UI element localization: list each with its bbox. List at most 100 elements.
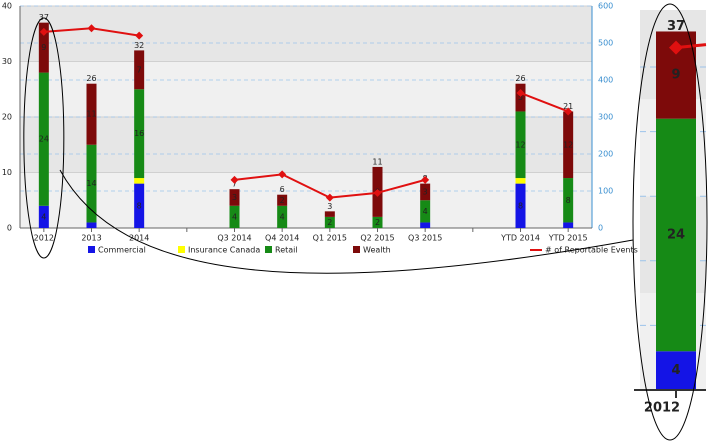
x-tick-label: YTD 2014 bbox=[500, 234, 540, 243]
bar-segment bbox=[515, 178, 526, 184]
legend-swatch bbox=[88, 246, 95, 253]
bar-segment bbox=[277, 205, 288, 228]
bar-segment bbox=[563, 222, 574, 228]
x-tick-label: 2013 bbox=[81, 234, 101, 243]
total-label: 21 bbox=[563, 102, 573, 111]
line-marker bbox=[325, 193, 334, 202]
bar-segment bbox=[324, 216, 335, 228]
segment-label: 8 bbox=[566, 196, 571, 205]
total-label: 26 bbox=[515, 74, 525, 83]
zoom-line-marker bbox=[669, 40, 683, 55]
y2-tick-label: 200 bbox=[598, 150, 613, 159]
segment-label: 4 bbox=[232, 212, 237, 221]
bar-segment bbox=[134, 178, 145, 184]
segment-label: 9 bbox=[41, 43, 46, 52]
bar-segment bbox=[420, 222, 431, 228]
zoom-connector bbox=[59, 169, 634, 274]
segment-label: 5 bbox=[518, 93, 523, 102]
bar-segment bbox=[324, 211, 335, 217]
legend-label: Retail bbox=[275, 246, 298, 255]
total-label: 11 bbox=[372, 157, 382, 166]
zoom-source-ellipse bbox=[23, 17, 65, 259]
total-label: 7 bbox=[232, 180, 237, 189]
segment-label: 8 bbox=[137, 201, 142, 210]
total-label: 6 bbox=[280, 185, 285, 194]
zoom-connector bbox=[44, 258, 636, 301]
segment-label: 3 bbox=[232, 193, 237, 202]
segment-label: 4 bbox=[423, 207, 428, 216]
segment-label: 8 bbox=[518, 201, 523, 210]
total-label: 32 bbox=[134, 41, 144, 50]
x-tick-label: Q2 2015 bbox=[360, 234, 394, 243]
bar-segment bbox=[563, 178, 574, 223]
line-marker bbox=[39, 27, 48, 36]
x-tick-label: Q4 2014 bbox=[265, 234, 299, 243]
bar-segment bbox=[563, 111, 574, 179]
bar-segment bbox=[515, 83, 526, 112]
x-tick-label: Q3 2015 bbox=[408, 234, 442, 243]
x-tick-label: 2012 bbox=[34, 234, 54, 243]
plot-band bbox=[20, 172, 592, 228]
line-marker bbox=[87, 24, 96, 33]
bar-segment bbox=[38, 205, 49, 228]
bar-segment bbox=[86, 83, 97, 145]
y-tick-label: 30 bbox=[2, 57, 12, 66]
x-tick-label: Q1 2015 bbox=[313, 234, 347, 243]
x-tick-label: YTD 2015 bbox=[548, 234, 588, 243]
bar-segment bbox=[86, 222, 97, 228]
segment-label: 14 bbox=[86, 179, 96, 188]
segment-label: 12 bbox=[515, 140, 525, 149]
bar-segment bbox=[86, 144, 97, 223]
zoom-ellipse bbox=[632, 3, 708, 441]
legend-swatch bbox=[353, 246, 360, 253]
bar-segment bbox=[656, 351, 696, 390]
line-marker bbox=[278, 170, 287, 179]
bar-segment bbox=[656, 118, 696, 352]
line-marker bbox=[564, 107, 573, 116]
line-marker bbox=[135, 31, 144, 40]
bar-segment bbox=[515, 183, 526, 228]
segment-label: 4 bbox=[280, 212, 285, 221]
line-marker bbox=[230, 175, 239, 184]
y-tick-label: 40 bbox=[2, 2, 12, 11]
segment-label: 12 bbox=[563, 140, 573, 149]
y2-tick-label: 400 bbox=[598, 76, 613, 85]
bar-segment bbox=[229, 189, 240, 206]
segment-label: 9 bbox=[671, 68, 680, 83]
total-label: 26 bbox=[86, 74, 96, 83]
segment-label: 7 bbox=[137, 65, 142, 74]
segment-label: 4 bbox=[41, 212, 46, 221]
y2-tick-label: 0 bbox=[598, 224, 603, 233]
bar-segment bbox=[515, 111, 526, 179]
line-marker bbox=[373, 188, 382, 197]
plot-band bbox=[20, 117, 592, 173]
total-label: 3 bbox=[327, 202, 332, 211]
y2-tick-label: 500 bbox=[598, 39, 613, 48]
segment-label: 2 bbox=[327, 218, 332, 227]
bar-segment bbox=[134, 89, 145, 179]
y-tick-label: 0 bbox=[7, 224, 12, 233]
y2-tick-label: 600 bbox=[598, 2, 613, 11]
plot-band bbox=[20, 61, 592, 117]
legend-label: Commercial bbox=[98, 246, 146, 255]
legend-label: Wealth bbox=[363, 246, 391, 255]
zoom-callout: 4 24 9 37 2012 bbox=[632, 3, 708, 441]
bar-segment bbox=[420, 200, 431, 223]
segment-label: 2 bbox=[280, 196, 285, 205]
x-tick-label: Q3 2014 bbox=[217, 234, 251, 243]
x-tick-label: 2014 bbox=[129, 234, 149, 243]
segment-label: 24 bbox=[667, 227, 685, 242]
total-label: 37 bbox=[667, 19, 685, 34]
legend-label: # of Reportable Events bbox=[545, 246, 638, 255]
segment-label: 11 bbox=[86, 110, 96, 119]
segment-label: 3 bbox=[423, 187, 428, 196]
y2-tick-label: 100 bbox=[598, 187, 613, 196]
bar-segment bbox=[420, 183, 431, 201]
segment-label: 2 bbox=[375, 218, 380, 227]
bar-segment bbox=[134, 50, 145, 90]
y-tick-label: 20 bbox=[2, 113, 12, 122]
bar-segment bbox=[38, 22, 49, 73]
bar-segment bbox=[277, 194, 288, 206]
